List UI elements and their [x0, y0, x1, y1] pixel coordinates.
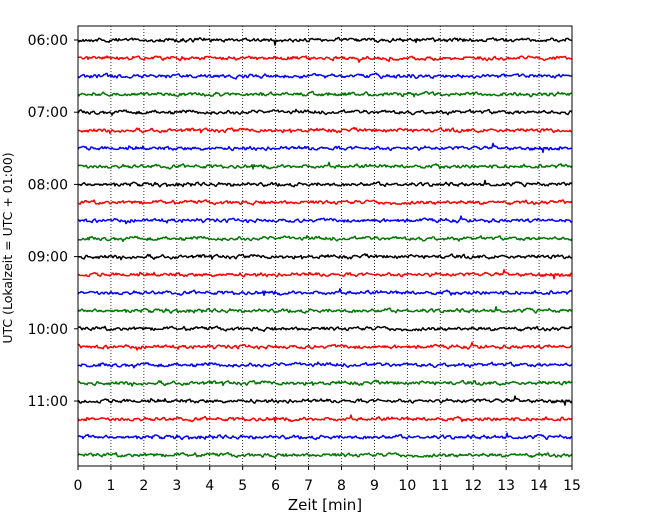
trace-0830	[77, 215, 573, 225]
trace-1000	[77, 325, 573, 333]
trace-0700	[77, 108, 573, 116]
x-tick-label-1: 1	[106, 478, 115, 494]
trace-1130	[77, 432, 573, 441]
y-axis-ticks: 06:00 07:00 08:00 09:00 10:00 11:00	[28, 33, 78, 410]
trace-0815	[77, 199, 573, 206]
trace-0745	[77, 161, 573, 170]
plot-frame	[77, 25, 573, 467]
trace-0730	[77, 142, 573, 154]
x-tick-label-3: 3	[172, 478, 181, 494]
x-tick-label-8: 8	[337, 478, 346, 494]
y-tick-label-1: 07:00	[28, 105, 68, 121]
trace-0915	[77, 268, 573, 280]
x-tick-label-12: 12	[464, 478, 482, 494]
x-tick-label-7: 7	[304, 478, 313, 494]
trace-0630	[77, 72, 573, 80]
trace-0900	[77, 253, 573, 261]
trace-1030	[77, 361, 573, 369]
x-tick-label-4: 4	[205, 478, 214, 494]
x-tick-label-0: 0	[74, 478, 83, 494]
trace-0645	[77, 90, 573, 98]
x-tick-label-5: 5	[238, 478, 247, 494]
trace-1145	[77, 451, 573, 459]
trace-0715	[77, 126, 573, 135]
trace-1015	[77, 341, 573, 351]
x-tick-label-2: 2	[139, 478, 148, 494]
trace-0615	[77, 55, 573, 63]
y-tick-label-4: 10:00	[28, 322, 68, 338]
x-axis-ticks: 0 1 2 3 4 5 6 7 8 9 10 11 12 13 14 15	[74, 466, 581, 494]
vertical-grid	[110, 26, 540, 466]
x-tick-label-6: 6	[271, 478, 280, 494]
y-tick-label-3: 09:00	[28, 250, 68, 266]
trace-1100	[77, 395, 573, 406]
seismic-traces	[77, 36, 573, 459]
x-axis-label: Zeit [min]	[288, 496, 362, 514]
trace-1045	[77, 379, 573, 387]
trace-1115	[77, 414, 573, 423]
x-tick-label-15: 15	[563, 478, 581, 494]
x-tick-label-11: 11	[431, 478, 449, 494]
trace-0930	[77, 287, 573, 297]
y-axis-label: UTC (Lokalzeit = UTC + 01:00)	[0, 152, 15, 343]
trace-0945	[77, 306, 573, 314]
y-tick-label-0: 06:00	[28, 33, 68, 49]
y-tick-label-2: 08:00	[28, 177, 68, 193]
x-tick-label-10: 10	[398, 478, 416, 494]
x-tick-label-14: 14	[530, 478, 548, 494]
x-tick-label-9: 9	[370, 478, 379, 494]
trace-0800	[77, 179, 573, 188]
y-tick-label-5: 11:00	[28, 394, 68, 410]
trace-0600	[77, 36, 573, 46]
x-tick-label-13: 13	[497, 478, 515, 494]
trace-0845	[77, 235, 573, 243]
